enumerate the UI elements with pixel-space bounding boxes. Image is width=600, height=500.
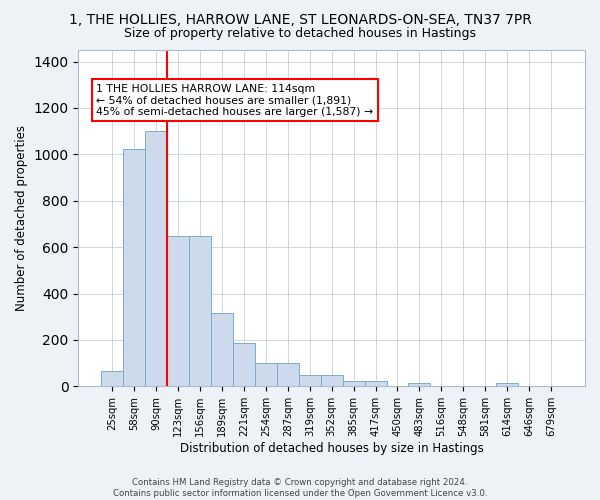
Bar bbox=[124, 148, 145, 386]
Text: Size of property relative to detached houses in Hastings: Size of property relative to detached ho… bbox=[124, 28, 476, 40]
Text: Contains HM Land Registry data © Crown copyright and database right 2024.
Contai: Contains HM Land Registry data © Crown c… bbox=[113, 478, 487, 498]
Bar bbox=[299, 374, 321, 386]
Bar bbox=[365, 380, 386, 386]
Bar bbox=[409, 383, 430, 386]
Bar bbox=[321, 376, 343, 386]
Text: 1 THE HOLLIES HARROW LANE: 114sqm
← 54% of detached houses are smaller (1,891)
4: 1 THE HOLLIES HARROW LANE: 114sqm ← 54% … bbox=[96, 84, 373, 117]
Bar bbox=[101, 372, 124, 386]
Bar bbox=[343, 380, 365, 386]
Bar bbox=[496, 383, 518, 386]
Bar bbox=[233, 344, 255, 386]
Bar bbox=[145, 131, 167, 386]
Bar bbox=[255, 363, 277, 386]
Bar bbox=[189, 236, 211, 386]
Bar bbox=[211, 314, 233, 386]
X-axis label: Distribution of detached houses by size in Hastings: Distribution of detached houses by size … bbox=[180, 442, 484, 455]
Bar bbox=[167, 236, 189, 386]
Y-axis label: Number of detached properties: Number of detached properties bbox=[15, 125, 28, 311]
Bar bbox=[277, 363, 299, 386]
Text: 1, THE HOLLIES, HARROW LANE, ST LEONARDS-ON-SEA, TN37 7PR: 1, THE HOLLIES, HARROW LANE, ST LEONARDS… bbox=[68, 12, 532, 26]
